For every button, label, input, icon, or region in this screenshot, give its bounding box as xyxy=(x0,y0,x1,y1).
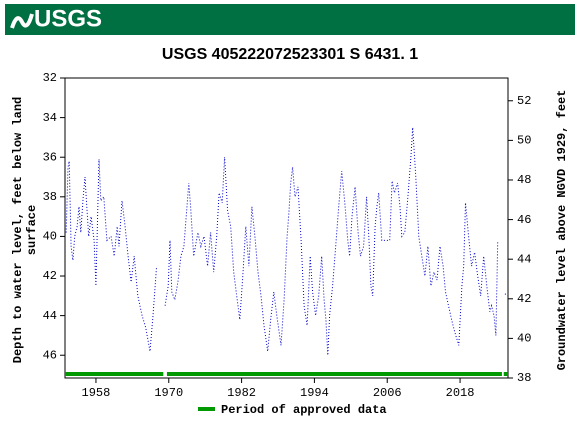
chart-title: USGS 405222072523301 S 6431. 1 xyxy=(162,46,418,63)
y-tick-label: 40 xyxy=(43,230,57,244)
y2-tick-label: 44 xyxy=(517,252,531,266)
approved-period xyxy=(65,372,164,376)
y2-tick-label: 50 xyxy=(517,134,531,148)
x-tick-label: 2006 xyxy=(373,386,402,400)
header-bar xyxy=(5,4,575,35)
y2-tick-label: 46 xyxy=(517,213,531,227)
y-tick-label: 34 xyxy=(43,111,57,125)
approved-period xyxy=(166,372,502,376)
approved-period xyxy=(503,372,508,376)
legend-label: Period of approved data xyxy=(221,403,387,417)
y-tick-label: 42 xyxy=(43,269,57,283)
x-tick-label: 1994 xyxy=(300,386,329,400)
x-tick-label: 1958 xyxy=(82,386,111,400)
y2-axis-label: Groundwater level above NGVD 1929, feet xyxy=(555,90,569,371)
y2-tick-label: 48 xyxy=(517,173,531,187)
y2-tick-label: 40 xyxy=(517,332,531,346)
x-tick-label: 2018 xyxy=(446,386,475,400)
y-tick-label: 36 xyxy=(43,150,57,164)
y2-tick-label: 38 xyxy=(517,371,531,385)
plot-frame xyxy=(64,77,509,379)
logo-icon xyxy=(10,13,34,29)
data-line xyxy=(65,127,508,356)
y2-tick-label: 52 xyxy=(517,94,531,108)
x-tick-label: 1982 xyxy=(227,386,256,400)
y-tick-label: 32 xyxy=(43,71,57,85)
y-tick-label: 38 xyxy=(43,190,57,204)
y2-tick-label: 42 xyxy=(517,292,531,306)
y-axis-label: surface xyxy=(25,205,39,255)
x-tick-label: 1970 xyxy=(154,386,183,400)
y-tick-label: 44 xyxy=(43,309,57,323)
logo-text: USGS xyxy=(34,5,102,32)
y-tick-label: 46 xyxy=(43,348,57,362)
y-axis-label: Depth to water level, feet below land xyxy=(11,97,25,363)
